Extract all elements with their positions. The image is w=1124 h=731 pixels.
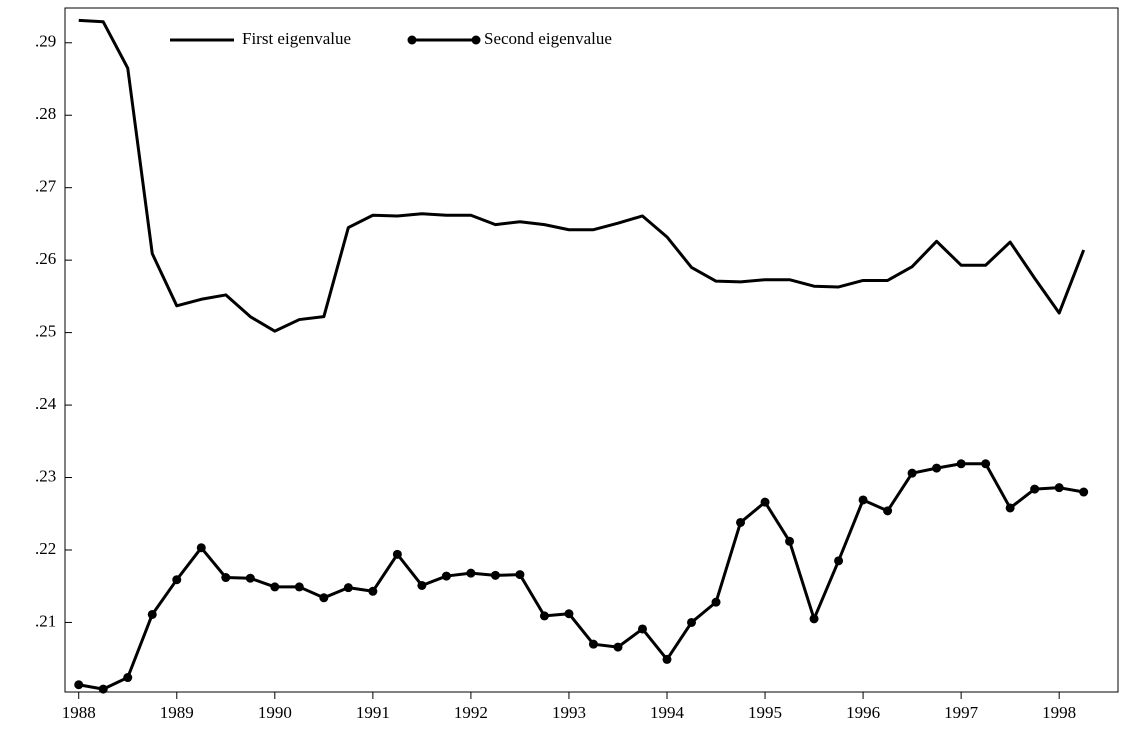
point — [368, 586, 378, 596]
y-tick-label: .28 — [35, 104, 56, 123]
point — [858, 495, 868, 505]
point — [981, 459, 991, 469]
point — [809, 614, 819, 624]
legend-marker — [407, 35, 417, 45]
point — [221, 573, 231, 583]
x-tick-label: 1998 — [1042, 703, 1076, 722]
point — [564, 609, 574, 619]
y-tick-label: .21 — [35, 611, 56, 630]
point — [172, 575, 182, 585]
point — [441, 571, 451, 581]
point — [613, 642, 623, 652]
point — [98, 684, 108, 694]
point — [123, 673, 133, 683]
point — [392, 549, 402, 559]
y-tick-label: .22 — [35, 539, 56, 558]
x-tick-label: 1994 — [650, 703, 685, 722]
point — [1030, 484, 1040, 494]
x-tick-label: 1997 — [944, 703, 979, 722]
point — [196, 543, 206, 553]
point — [834, 556, 844, 566]
y-tick-label: .29 — [35, 32, 56, 51]
point — [687, 617, 697, 627]
y-tick-label: .24 — [35, 394, 57, 413]
x-tick-label: 1989 — [160, 703, 194, 722]
point — [1079, 487, 1089, 497]
point — [785, 536, 795, 546]
point — [956, 459, 966, 469]
point — [1054, 483, 1064, 493]
point — [539, 611, 549, 621]
point — [343, 583, 353, 593]
legend-label: First eigenvalue — [242, 29, 351, 48]
point — [294, 582, 304, 592]
x-tick-label: 1992 — [454, 703, 488, 722]
point — [662, 654, 672, 664]
x-tick-label: 1995 — [748, 703, 782, 722]
point — [932, 463, 942, 473]
y-tick-label: .23 — [35, 466, 56, 485]
x-tick-label: 1996 — [846, 703, 880, 722]
point — [319, 593, 329, 603]
x-tick-label: 1988 — [62, 703, 96, 722]
point — [588, 639, 598, 649]
y-tick-label: .27 — [35, 177, 57, 196]
point — [736, 517, 746, 527]
plot-frame — [64, 7, 1119, 693]
point — [147, 609, 157, 619]
x-tick-label: 1993 — [552, 703, 586, 722]
point — [760, 497, 770, 507]
point — [515, 570, 525, 580]
point — [883, 506, 893, 516]
series-line — [78, 18, 1086, 333]
y-tick-label: .25 — [35, 322, 56, 341]
point — [1005, 503, 1015, 513]
point — [490, 570, 500, 580]
x-tick-label: 1990 — [258, 703, 292, 722]
point — [74, 680, 84, 690]
point — [466, 568, 476, 578]
x-tick-label: 1991 — [356, 703, 390, 722]
point — [637, 624, 647, 634]
legend-marker — [471, 35, 481, 45]
point — [417, 580, 427, 590]
point — [711, 597, 721, 607]
point — [907, 468, 917, 478]
point — [245, 573, 255, 583]
point — [270, 582, 280, 592]
y-tick-label: .26 — [35, 249, 56, 268]
legend-label: Second eigenvalue — [484, 29, 612, 48]
